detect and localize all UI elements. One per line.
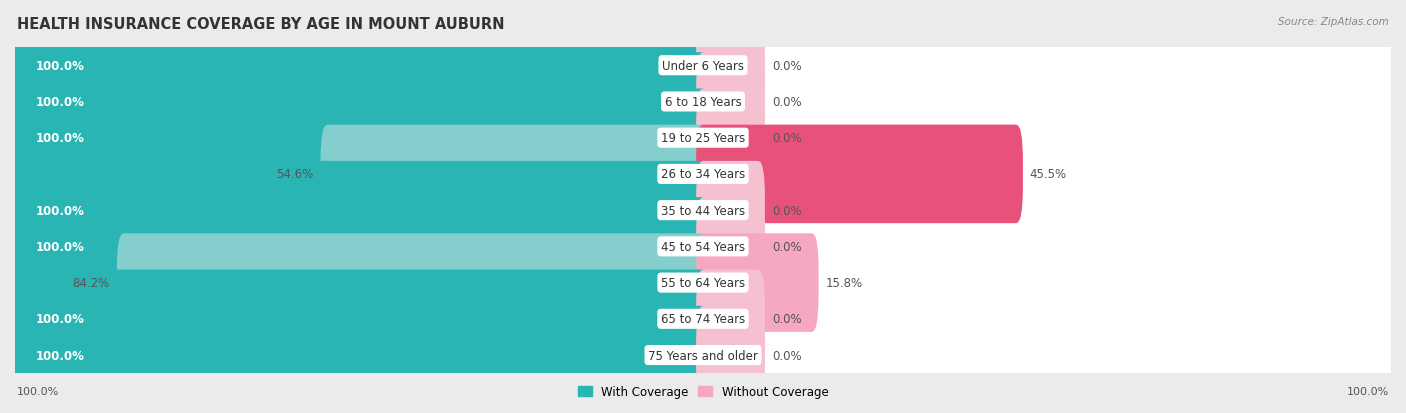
Text: 55 to 64 Years: 55 to 64 Years xyxy=(661,276,745,290)
FancyBboxPatch shape xyxy=(10,225,1396,341)
FancyBboxPatch shape xyxy=(696,306,765,404)
Text: 0.0%: 0.0% xyxy=(772,204,801,217)
Text: 100.0%: 100.0% xyxy=(1347,387,1389,396)
Text: 100.0%: 100.0% xyxy=(35,132,84,145)
Text: 65 to 74 Years: 65 to 74 Years xyxy=(661,313,745,325)
FancyBboxPatch shape xyxy=(10,261,1396,377)
Text: 15.8%: 15.8% xyxy=(825,276,863,290)
Text: HEALTH INSURANCE COVERAGE BY AGE IN MOUNT AUBURN: HEALTH INSURANCE COVERAGE BY AGE IN MOUN… xyxy=(17,17,505,31)
Text: 100.0%: 100.0% xyxy=(35,313,84,325)
Text: 100.0%: 100.0% xyxy=(17,387,59,396)
Text: 100.0%: 100.0% xyxy=(35,349,84,362)
Text: 0.0%: 0.0% xyxy=(772,59,801,73)
FancyBboxPatch shape xyxy=(117,234,710,332)
Text: 54.6%: 54.6% xyxy=(277,168,314,181)
Text: 0.0%: 0.0% xyxy=(772,132,801,145)
Text: 100.0%: 100.0% xyxy=(35,59,84,73)
FancyBboxPatch shape xyxy=(696,197,765,296)
Text: 6 to 18 Years: 6 to 18 Years xyxy=(665,96,741,109)
FancyBboxPatch shape xyxy=(8,53,710,151)
FancyBboxPatch shape xyxy=(10,116,1396,233)
Text: 19 to 25 Years: 19 to 25 Years xyxy=(661,132,745,145)
FancyBboxPatch shape xyxy=(10,189,1396,305)
FancyBboxPatch shape xyxy=(696,53,765,151)
FancyBboxPatch shape xyxy=(8,270,710,368)
Text: 100.0%: 100.0% xyxy=(35,204,84,217)
FancyBboxPatch shape xyxy=(8,161,710,260)
FancyBboxPatch shape xyxy=(321,125,710,224)
FancyBboxPatch shape xyxy=(696,234,818,332)
Text: 75 Years and older: 75 Years and older xyxy=(648,349,758,362)
Text: 45 to 54 Years: 45 to 54 Years xyxy=(661,240,745,253)
FancyBboxPatch shape xyxy=(8,89,710,188)
FancyBboxPatch shape xyxy=(10,8,1396,124)
Text: 35 to 44 Years: 35 to 44 Years xyxy=(661,204,745,217)
Text: Source: ZipAtlas.com: Source: ZipAtlas.com xyxy=(1278,17,1389,26)
FancyBboxPatch shape xyxy=(10,153,1396,268)
FancyBboxPatch shape xyxy=(10,44,1396,160)
Legend: With Coverage, Without Coverage: With Coverage, Without Coverage xyxy=(572,381,834,403)
Text: 0.0%: 0.0% xyxy=(772,313,801,325)
FancyBboxPatch shape xyxy=(696,125,1024,224)
FancyBboxPatch shape xyxy=(8,197,710,296)
Text: 84.2%: 84.2% xyxy=(73,276,110,290)
FancyBboxPatch shape xyxy=(696,89,765,188)
Text: 45.5%: 45.5% xyxy=(1029,168,1067,181)
FancyBboxPatch shape xyxy=(8,306,710,404)
Text: Under 6 Years: Under 6 Years xyxy=(662,59,744,73)
Text: 0.0%: 0.0% xyxy=(772,96,801,109)
FancyBboxPatch shape xyxy=(10,297,1396,413)
FancyBboxPatch shape xyxy=(10,81,1396,196)
Text: 0.0%: 0.0% xyxy=(772,240,801,253)
FancyBboxPatch shape xyxy=(696,161,765,260)
FancyBboxPatch shape xyxy=(8,17,710,115)
Text: 0.0%: 0.0% xyxy=(772,349,801,362)
FancyBboxPatch shape xyxy=(696,270,765,368)
Text: 26 to 34 Years: 26 to 34 Years xyxy=(661,168,745,181)
Text: 100.0%: 100.0% xyxy=(35,96,84,109)
Text: 100.0%: 100.0% xyxy=(35,240,84,253)
FancyBboxPatch shape xyxy=(696,17,765,115)
